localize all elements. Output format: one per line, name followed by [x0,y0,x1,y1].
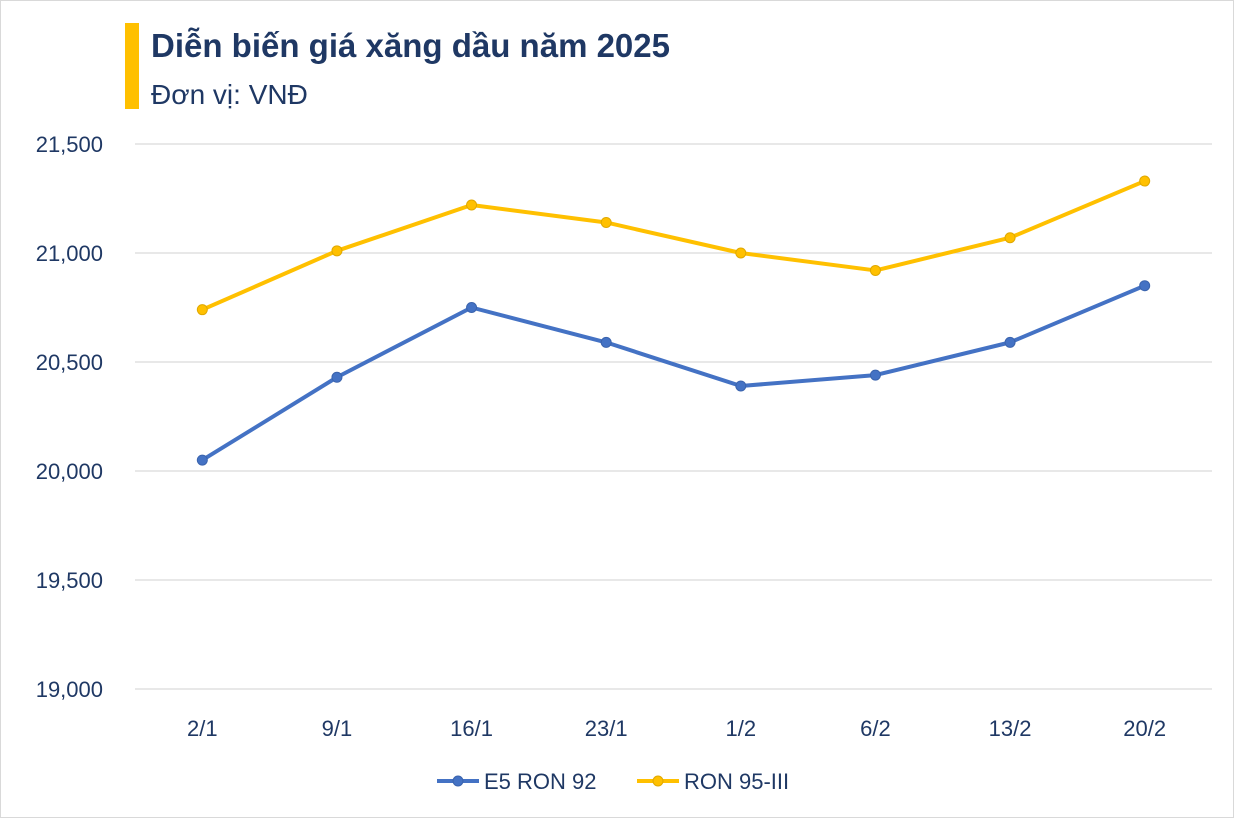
series-line [200,283,1147,463]
title-accent-bar [125,23,139,109]
data-point [331,245,343,257]
legend-swatch-marker [452,775,464,787]
gridlines [135,143,1212,690]
y-tick-label: 21,000 [36,241,103,266]
data-point [600,336,612,348]
data-point [1004,232,1016,244]
x-tick-label: 20/2 [1123,716,1166,741]
data-point [600,216,612,228]
data-point [196,454,208,466]
legend-entry: RON 95-III [637,769,789,794]
data-point [196,304,208,316]
series-1 [196,175,1151,316]
y-tick-label: 20,000 [36,459,103,484]
data-point [1004,336,1016,348]
x-tick-label: 9/1 [322,716,353,741]
x-tick-label: 6/2 [860,716,891,741]
data-point [466,302,478,313]
legend-swatch-marker [652,775,664,787]
data-point [869,264,881,276]
x-tick-label: 23/1 [585,716,628,741]
data-point [331,371,343,383]
x-tick-label: 2/1 [187,716,218,741]
series-lines [196,175,1151,466]
x-tick-label: 16/1 [450,716,493,741]
data-point [466,199,478,211]
y-axis-ticks: 19,000 19,500 20,000 20,500 21,000 21,500 [36,132,103,702]
legend-label: E5 RON 92 [484,769,597,794]
legend: E5 RON 92 RON 95-III [437,769,789,794]
legend-entry: E5 RON 92 [437,769,597,794]
x-tick-label: 13/2 [989,716,1032,741]
y-tick-label: 19,500 [36,568,103,593]
data-point [1139,175,1151,187]
x-tick-label: 1/2 [726,716,757,741]
series-0 [196,280,1151,466]
data-point [735,247,747,259]
data-point [735,380,747,392]
y-tick-label: 21,500 [36,132,103,157]
chart-title: Diễn biến giá xăng dầu năm 2025 [151,27,670,64]
legend-label: RON 95-III [684,769,789,794]
y-tick-label: 19,000 [36,677,103,702]
data-point [1139,280,1151,292]
y-tick-label: 20,500 [36,350,103,375]
data-point [869,369,881,381]
series-line [200,179,1147,312]
chart-subtitle: Đơn vị: VNĐ [151,79,308,110]
x-axis-ticks: 2/1 9/1 16/1 23/1 1/2 6/2 13/2 20/2 [187,716,1166,741]
